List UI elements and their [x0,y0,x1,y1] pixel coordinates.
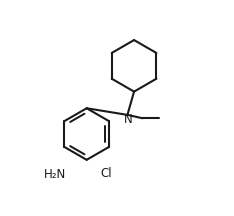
Text: H₂N: H₂N [44,168,66,181]
Text: N: N [124,113,133,126]
Text: Cl: Cl [100,167,112,180]
